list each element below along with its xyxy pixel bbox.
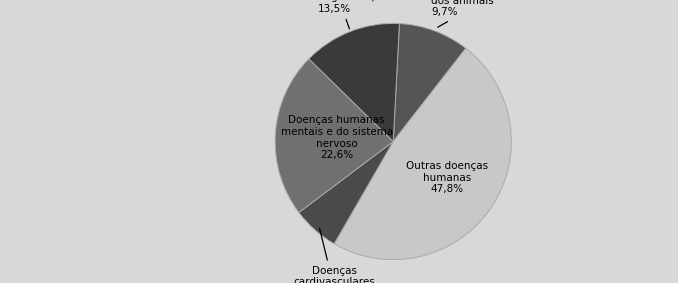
Text: Outras doenças
humanas
47,8%: Outras doenças humanas 47,8% xyxy=(406,161,488,194)
Wedge shape xyxy=(309,23,399,142)
Text: Doenças específicas
dos animais
9,7%: Doenças específicas dos animais 9,7% xyxy=(431,0,537,27)
Wedge shape xyxy=(393,23,466,142)
Text: Doenças
cardivasculares
humanas
6,4%: Doenças cardivasculares humanas 6,4% xyxy=(294,228,375,283)
Wedge shape xyxy=(334,48,511,260)
Wedge shape xyxy=(299,142,393,244)
Text: Cancer humano
(excluindo avaliação
de riscos
carcinogênicos)
13,5%: Cancer humano (excluindo avaliação de ri… xyxy=(281,0,388,29)
Text: Doenças humanas
mentais e do sistema
nervoso
22,6%: Doenças humanas mentais e do sistema ner… xyxy=(281,115,393,160)
Wedge shape xyxy=(275,59,393,213)
